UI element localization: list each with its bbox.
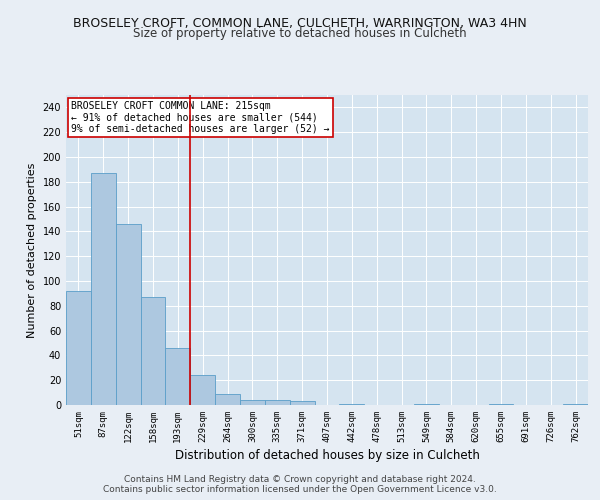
Bar — [290, 402, 314, 405]
Bar — [66, 291, 91, 405]
X-axis label: Distribution of detached houses by size in Culcheth: Distribution of detached houses by size … — [175, 449, 479, 462]
Bar — [116, 224, 140, 405]
Bar — [414, 404, 439, 405]
Bar — [91, 173, 116, 405]
Bar — [215, 394, 240, 405]
Bar — [488, 404, 514, 405]
Text: Contains HM Land Registry data © Crown copyright and database right 2024.: Contains HM Land Registry data © Crown c… — [124, 475, 476, 484]
Bar — [265, 400, 290, 405]
Bar — [190, 375, 215, 405]
Y-axis label: Number of detached properties: Number of detached properties — [27, 162, 37, 338]
Bar — [140, 297, 166, 405]
Text: Contains public sector information licensed under the Open Government Licence v3: Contains public sector information licen… — [103, 485, 497, 494]
Text: Size of property relative to detached houses in Culcheth: Size of property relative to detached ho… — [133, 28, 467, 40]
Bar — [240, 400, 265, 405]
Text: BROSELEY CROFT, COMMON LANE, CULCHETH, WARRINGTON, WA3 4HN: BROSELEY CROFT, COMMON LANE, CULCHETH, W… — [73, 18, 527, 30]
Bar — [340, 404, 364, 405]
Bar — [166, 348, 190, 405]
Text: BROSELEY CROFT COMMON LANE: 215sqm
← 91% of detached houses are smaller (544)
9%: BROSELEY CROFT COMMON LANE: 215sqm ← 91%… — [71, 101, 330, 134]
Bar — [563, 404, 588, 405]
